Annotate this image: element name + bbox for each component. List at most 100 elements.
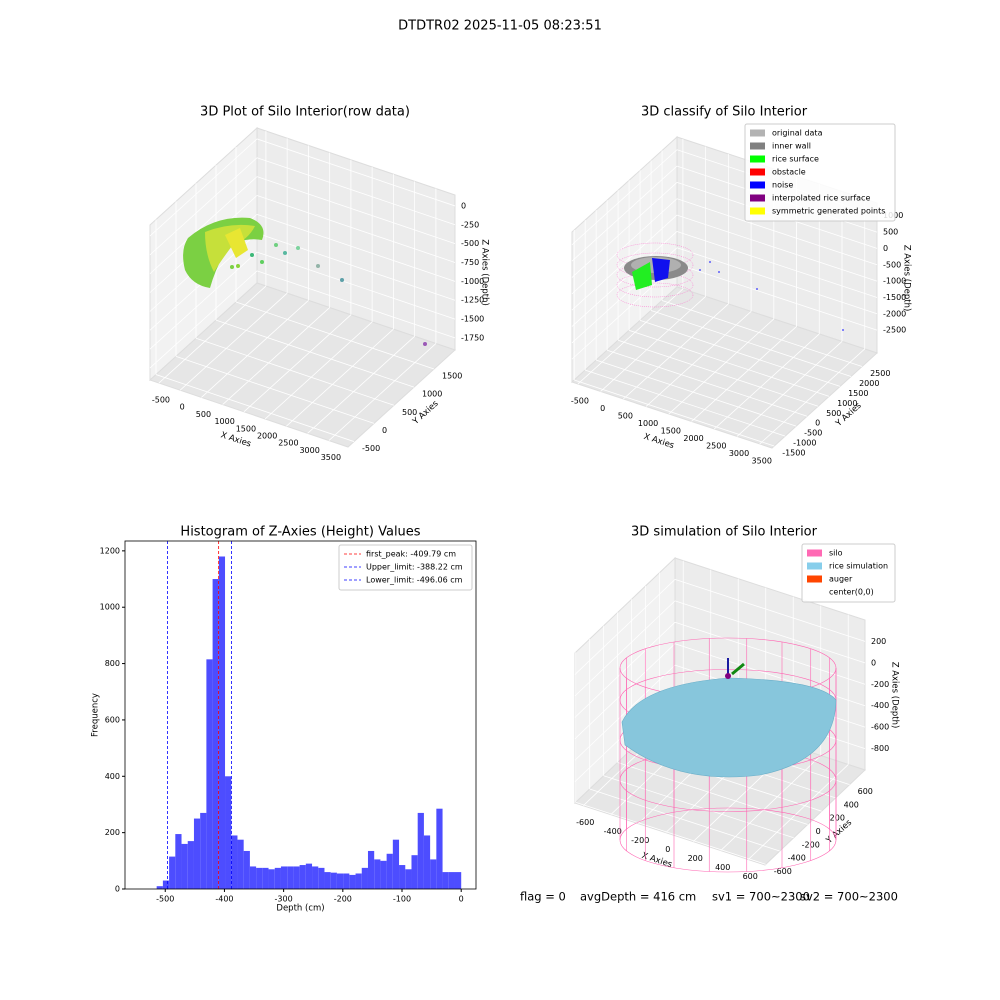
x-tick-label: -100	[393, 895, 411, 904]
x-tick-label: -400	[215, 895, 233, 904]
bar	[156, 886, 163, 889]
chart-title: 3D simulation of Silo Interior	[631, 525, 818, 540]
y-tick-label: -500	[362, 444, 380, 453]
grid-line	[574, 600, 676, 697]
grid-line	[607, 349, 808, 417]
decoration	[616, 242, 694, 268]
grid-line	[571, 165, 678, 262]
grid-line	[575, 801, 766, 865]
y-tick-label: 200	[105, 828, 120, 837]
z-tick-label: -1000	[461, 277, 484, 286]
chart-title: Histogram of Z-Axies (Height) Values	[180, 525, 420, 540]
grid-line	[175, 356, 375, 424]
grid-line	[328, 343, 437, 441]
x-tick-label: 0	[665, 845, 670, 854]
bar	[442, 872, 449, 889]
bar	[355, 873, 362, 889]
legend-box	[338, 544, 473, 591]
chart-title: 3D classify of Silo Interior	[641, 105, 808, 120]
x-tick-label: 500	[196, 410, 211, 419]
z-axis-label: Z Axies (Depth)	[902, 245, 912, 312]
grid-line	[589, 788, 780, 852]
bar	[280, 866, 288, 889]
decoration	[616, 262, 694, 288]
z-tick-label: -800	[871, 744, 889, 753]
grid-line	[571, 231, 678, 327]
bar	[181, 843, 188, 889]
bar	[405, 869, 412, 889]
legend-swatch	[750, 142, 765, 150]
decoration	[621, 677, 837, 778]
grid-line	[149, 157, 258, 256]
bar	[169, 856, 176, 889]
z-tick-label: -2000	[883, 309, 906, 318]
grid-line	[759, 348, 865, 445]
legend-label: Lower_limit: -496.06 cm	[366, 576, 463, 585]
y-tick-label: -600	[774, 867, 792, 876]
z-tick-label: -200	[871, 680, 889, 689]
y-tick-label: 1200	[100, 546, 120, 555]
y-tick-label: 1000	[422, 390, 442, 399]
grid-line	[574, 579, 676, 675]
legend-label: interpolated rice surface	[772, 194, 870, 203]
grid-line	[623, 303, 729, 400]
grid-line	[571, 149, 678, 246]
y-tick-label: 1000	[837, 399, 857, 408]
grid-line	[676, 231, 878, 298]
bar	[417, 812, 424, 889]
x-tick-label: 200	[688, 854, 703, 863]
grid-line	[674, 621, 866, 685]
legend-swatch	[807, 549, 822, 557]
z-tick-label: -1500	[461, 315, 484, 324]
grid-line	[149, 270, 258, 369]
grid-line	[585, 369, 786, 437]
bar	[274, 867, 281, 889]
decoration	[616, 252, 694, 278]
y-tick-label: 500	[826, 409, 841, 418]
legend-label: inner wall	[772, 142, 811, 151]
y-tick-label: 1500	[442, 372, 462, 381]
x-tick-label: -400	[604, 827, 622, 836]
grid-line	[201, 300, 309, 398]
grid-line	[574, 664, 676, 761]
z-tick-label: -500	[883, 260, 901, 269]
z-tick-label: -750	[461, 258, 479, 267]
z-tick-label: -1000	[883, 277, 906, 286]
bar	[454, 872, 462, 889]
decoration	[709, 261, 711, 263]
x-tick-label: -200	[334, 895, 352, 904]
decoration	[250, 253, 254, 257]
bar	[225, 776, 232, 889]
decoration	[236, 264, 240, 268]
x-tick-label: 1000	[214, 417, 234, 426]
bar	[212, 579, 219, 889]
footer-text: sv1 = 700~2300	[712, 890, 810, 904]
legend-label: rice surface	[772, 155, 819, 164]
bar	[256, 867, 263, 889]
decoration	[423, 342, 427, 346]
grid-line	[256, 232, 456, 301]
z-tick-label: -2500	[883, 326, 906, 335]
legend-swatch	[750, 155, 765, 163]
legend-swatch	[807, 575, 822, 583]
decoration	[340, 278, 344, 282]
y-tick-label: 1000	[100, 603, 120, 612]
x-tick-label: -500	[152, 396, 170, 405]
bar	[318, 867, 325, 889]
grid-line	[577, 288, 684, 385]
legend-box	[801, 543, 896, 603]
x-tick-label: 3000	[299, 446, 319, 455]
grid-line	[668, 318, 775, 415]
footer-text: sv2 = 700~2300	[800, 890, 898, 904]
legend-swatch	[750, 194, 765, 202]
decoration	[260, 260, 264, 264]
grid-line	[617, 762, 808, 825]
legend-label: first_peak: -409.79 cm	[366, 550, 456, 559]
pane-floor	[571, 286, 878, 449]
y-tick-label: 0	[115, 885, 120, 894]
decoration	[616, 272, 694, 298]
grid-line	[149, 138, 258, 237]
legend-label: center(0,0)	[829, 588, 874, 597]
y-tick-label: 400	[105, 772, 120, 781]
